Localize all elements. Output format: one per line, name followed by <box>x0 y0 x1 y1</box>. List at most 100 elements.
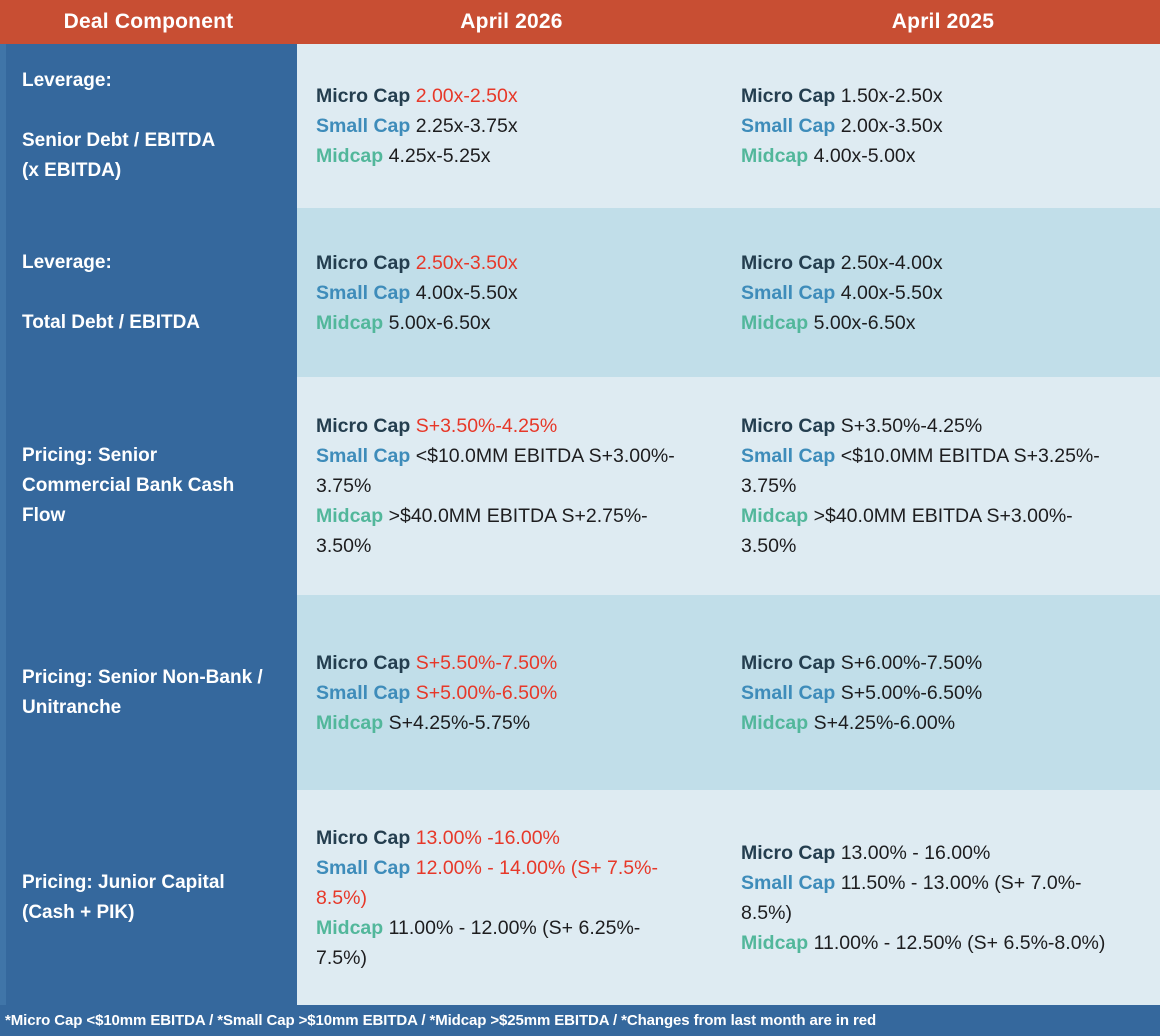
micro-cap-line: Micro Cap S+6.00%-7.50% <box>741 648 1154 678</box>
small-cap-line: Small Cap 2.00x-3.50x <box>741 111 1154 141</box>
small-cap-label: Small Cap <box>741 681 836 704</box>
header-april-2025: April 2025 <box>891 10 995 33</box>
midcap-label: Midcap <box>316 505 384 527</box>
midcap-line: Midcap >$40.0MM EBITDA S+3.00%- <box>741 501 1154 531</box>
midcap-label: Midcap <box>741 711 809 734</box>
small-cap-value: 3.75% <box>316 475 372 497</box>
micro-cap-label: Micro Cap <box>316 251 411 274</box>
micro-cap-label: Micro Cap <box>316 826 411 849</box>
small-cap-line: Small Cap 4.00x-5.50x <box>316 278 720 308</box>
micro-cap-label: Micro Cap <box>741 85 836 107</box>
micro-cap-label: Micro Cap <box>316 651 411 674</box>
component-label-line: Leverage: <box>22 251 112 273</box>
small-cap-line: Small Cap S+5.00%-6.50% <box>741 678 1154 708</box>
component-label-line <box>22 96 285 126</box>
april-2026-cell: Micro Cap 2.50x-3.50x Small Cap 4.00x-5.5… <box>297 208 726 377</box>
micro-cap-line: Micro Cap S+3.50%-4.25% <box>316 411 720 441</box>
midcap-line: Midcap S+4.25%-6.00% <box>741 708 1154 738</box>
deal-component-cell: Leverage: Senior Debt / EBITDA (x EBITDA) <box>0 44 297 208</box>
deal-component-cell: Pricing: Senior Non-Bank / Unitranche <box>0 595 297 790</box>
micro-cap-line: Micro Cap 13.00% - 16.00% <box>741 838 1154 868</box>
micro-cap-value: S+3.50%-4.25% <box>415 415 558 437</box>
midcap-value: S+4.25%-6.00% <box>813 711 956 734</box>
midcap-value: 11.00% - 12.50% (S+ 6.5%-8.0%) <box>813 931 1106 954</box>
component-label-line: Commercial Bank Cash <box>22 475 235 496</box>
small-cap-label: Small Cap <box>316 281 411 304</box>
small-cap-line: Small Cap 11.50% - 13.00% (S+ 7.0%- <box>741 868 1154 898</box>
midcap-line: Midcap 11.00% - 12.50% (S+ 6.5%-8.0%) <box>741 928 1154 958</box>
april-2025-cell: Micro Cap S+6.00%-7.50% Small Cap S+5.00%… <box>726 595 1160 790</box>
micro-cap-value: 13.00% -16.00% <box>415 826 560 849</box>
small-cap-label: Small Cap <box>741 281 836 304</box>
table-row: Pricing: Senior Non-Bank / Unitranche Micr… <box>0 595 1160 790</box>
midcap-value-cont-line: 3.50% <box>316 531 720 561</box>
micro-cap-value: 1.50x-2.50x <box>840 85 943 107</box>
component-label-line: (Cash + PIK) <box>22 901 135 923</box>
small-cap-value: 11.50% - 13.00% (S+ 7.0%- <box>840 871 1082 894</box>
small-cap-value: 4.00x-5.50x <box>840 281 943 304</box>
april-2026-cell: Micro Cap S+3.50%-4.25% Small Cap <$10.0M… <box>297 377 726 595</box>
micro-cap-value: S+3.50%-4.25% <box>840 415 983 437</box>
micro-cap-label: Micro Cap <box>316 85 411 107</box>
table-row: Leverage: Senior Debt / EBITDA (x EBITDA)… <box>0 44 1160 208</box>
small-cap-label: Small Cap <box>741 871 836 894</box>
small-cap-value-cont-line: 8.5%) <box>741 898 1154 928</box>
micro-cap-label: Micro Cap <box>741 651 836 674</box>
small-cap-value-cont-line: 3.75% <box>741 471 1154 501</box>
table-row: Pricing: Junior Capital (Cash + PIK) Micro… <box>0 790 1160 1005</box>
micro-cap-line: Micro Cap S+3.50%-4.25% <box>741 411 1154 441</box>
component-label-line: Pricing: Junior Capital <box>22 871 225 893</box>
midcap-value: 3.50% <box>741 535 797 557</box>
april-2026-cell: Micro Cap 2.00x-2.50x Small Cap 2.25x-3.7… <box>297 44 726 208</box>
small-cap-label: Small Cap <box>741 115 836 137</box>
small-cap-value: <$10.0MM EBITDA S+3.00%- <box>415 445 675 467</box>
small-cap-value: S+5.00%-6.50% <box>415 681 558 704</box>
small-cap-line: Small Cap 12.00% - 14.00% (S+ 7.5%- <box>316 853 720 883</box>
small-cap-value: 2.00x-3.50x <box>840 115 943 137</box>
midcap-value: 4.25x-5.25x <box>388 145 491 167</box>
midcap-label: Midcap <box>741 145 809 167</box>
component-label-line: Pricing: Senior Non-Bank / <box>22 666 263 688</box>
micro-cap-value: 2.50x-3.50x <box>415 251 518 274</box>
component-label-line: Pricing: Senior <box>22 445 158 466</box>
table-header: Deal Component April 2026 April 2025 <box>0 0 1160 44</box>
small-cap-value: 3.75% <box>741 475 797 497</box>
component-label-line <box>22 278 285 308</box>
midcap-value: 11.00% - 12.00% (S+ 6.25%- <box>388 916 641 939</box>
midcap-value-cont-line: 7.5%) <box>316 943 720 973</box>
small-cap-label: Small Cap <box>741 445 836 467</box>
micro-cap-line: Micro Cap 2.50x-3.50x <box>316 248 720 278</box>
april-2025-cell: Micro Cap S+3.50%-4.25% Small Cap <$10.0M… <box>726 377 1160 595</box>
small-cap-line: Small Cap <$10.0MM EBITDA S+3.25%- <box>741 441 1154 471</box>
midcap-label: Midcap <box>741 505 809 527</box>
micro-cap-label: Micro Cap <box>741 415 836 437</box>
small-cap-value: 8.5%) <box>741 901 792 924</box>
micro-cap-value: S+5.50%-7.50% <box>415 651 558 674</box>
small-cap-value: 12.00% - 14.00% (S+ 7.5%- <box>415 856 658 879</box>
small-cap-value: S+5.00%-6.50% <box>840 681 983 704</box>
micro-cap-label: Micro Cap <box>741 251 836 274</box>
small-cap-label: Small Cap <box>316 445 411 467</box>
april-2025-cell: Micro Cap 1.50x-2.50x Small Cap 2.00x-3.5… <box>726 44 1160 208</box>
component-label-line: Senior Debt / EBITDA <box>22 130 216 151</box>
table-row: Leverage: Total Debt / EBITDA Micro Cap 2… <box>0 208 1160 377</box>
small-cap-value-cont-line: 8.5%) <box>316 883 720 913</box>
small-cap-line: Small Cap <$10.0MM EBITDA S+3.00%- <box>316 441 720 471</box>
header-april-2026: April 2026 <box>460 10 563 33</box>
micro-cap-value: 2.50x-4.00x <box>840 251 943 274</box>
micro-cap-label: Micro Cap <box>316 415 411 437</box>
component-label-line: (x EBITDA) <box>22 160 122 181</box>
micro-cap-value: 13.00% - 16.00% <box>840 841 991 864</box>
midcap-line: Midcap 4.00x-5.00x <box>741 141 1154 171</box>
midcap-line: Midcap 4.25x-5.25x <box>316 141 720 171</box>
deal-component-cell: Leverage: Total Debt / EBITDA <box>0 208 297 377</box>
micro-cap-value: S+6.00%-7.50% <box>840 651 983 674</box>
midcap-label: Midcap <box>316 145 384 167</box>
midcap-label: Midcap <box>316 916 384 939</box>
midcap-line: Midcap 5.00x-6.50x <box>316 308 720 338</box>
header-deal-component: Deal Component <box>63 10 234 33</box>
midcap-value: 5.00x-6.50x <box>388 311 491 334</box>
midcap-line: Midcap 5.00x-6.50x <box>741 308 1154 338</box>
deal-component-cell: Pricing: Senior Commercial Bank Cash Flow <box>0 377 297 595</box>
midcap-value: S+4.25%-5.75% <box>388 711 531 734</box>
